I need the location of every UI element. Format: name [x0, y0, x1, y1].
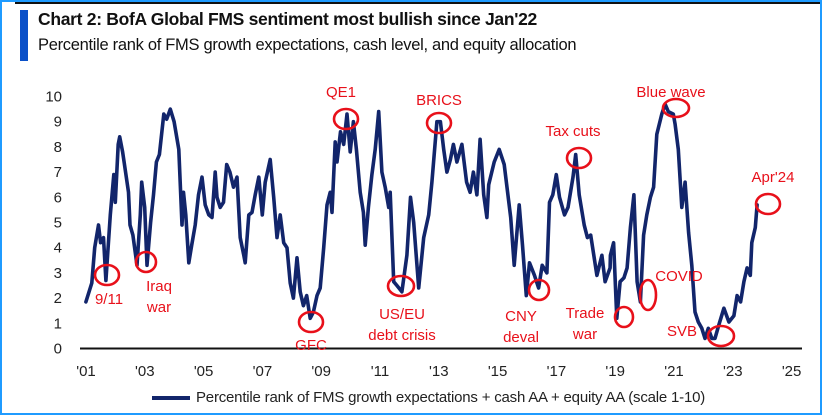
x-tick-label: '15: [488, 363, 508, 380]
annotation-circle: [527, 278, 551, 302]
annotation-circle: [386, 274, 416, 298]
x-tick-label: '19: [605, 363, 625, 380]
annotation-label: Iraq: [146, 278, 172, 295]
annotation-label: SVB: [667, 323, 697, 340]
annotation-label: Apr'24: [752, 169, 795, 186]
annotation-circle: [613, 305, 635, 329]
legend: Percentile rank of FMS growth expectatio…: [152, 389, 705, 406]
x-tick-label: '09: [311, 363, 331, 380]
x-tick-label: '03: [135, 363, 155, 380]
chart-subtitle: Percentile rank of FMS growth expectatio…: [38, 36, 577, 54]
top-rule: [15, 2, 820, 4]
x-tick-label: '21: [664, 363, 684, 380]
y-tick-label: 0: [54, 341, 62, 358]
y-tick-label: 3: [54, 265, 62, 282]
y-tick-label: 5: [54, 215, 62, 232]
x-tick-label: '23: [723, 363, 743, 380]
y-tick-label: 7: [54, 164, 62, 181]
annotation-circle: [565, 146, 593, 170]
x-tick-label: '05: [194, 363, 214, 380]
annotation-circle: [425, 111, 453, 135]
annotation-label: CNY: [505, 308, 537, 325]
annotation-label: QE1: [326, 84, 356, 101]
annotation-label: 9/11: [95, 291, 123, 308]
y-tick-label: 9: [54, 114, 62, 131]
annotation-circle: [332, 107, 360, 131]
y-tick-label: 6: [54, 189, 62, 206]
annotation-label: BRICS: [416, 92, 462, 109]
annotation-circle: [661, 97, 691, 119]
annotation-circle: [638, 278, 658, 312]
legend-label: Percentile rank of FMS growth expectatio…: [196, 389, 706, 406]
annotation-label: GFC: [295, 337, 327, 354]
annotation-circle: [134, 250, 158, 274]
y-tick-label: 1: [54, 315, 62, 332]
x-tick-label: '25: [782, 363, 802, 380]
y-tick-label: 4: [54, 240, 62, 257]
x-tick-label: '07: [253, 363, 273, 380]
title-accent-bar: [20, 10, 28, 61]
x-tick-label: '11: [371, 363, 389, 380]
y-tick-label: 10: [45, 89, 62, 106]
annotation-label: COVID: [655, 268, 703, 285]
y-tick-label: 8: [54, 139, 62, 156]
chart-title: Chart 2: BofA Global FMS sentiment most …: [38, 9, 537, 29]
annotation-circle: [754, 192, 782, 216]
annotation-label: debt crisis: [368, 327, 436, 344]
annotation-label: US/EU: [379, 306, 425, 323]
annotation-circle: [93, 263, 121, 287]
x-tick-label: '13: [429, 363, 449, 380]
annotation-label: Blue wave: [636, 84, 705, 101]
legend-swatch: [152, 395, 190, 400]
y-tick-label: 2: [54, 290, 62, 307]
annotation-circle: [297, 310, 325, 334]
annotation-label: war: [572, 326, 597, 343]
annotation-circle: [706, 324, 736, 348]
x-tick-label: '17: [547, 363, 567, 380]
annotation-label: deval: [503, 329, 539, 346]
series-line: [84, 102, 759, 341]
x-tick-label: '01: [76, 363, 96, 380]
annotation-label: Tax cuts: [545, 123, 600, 140]
annotation-label: Trade: [566, 305, 605, 322]
annotation-label: war: [146, 299, 171, 316]
